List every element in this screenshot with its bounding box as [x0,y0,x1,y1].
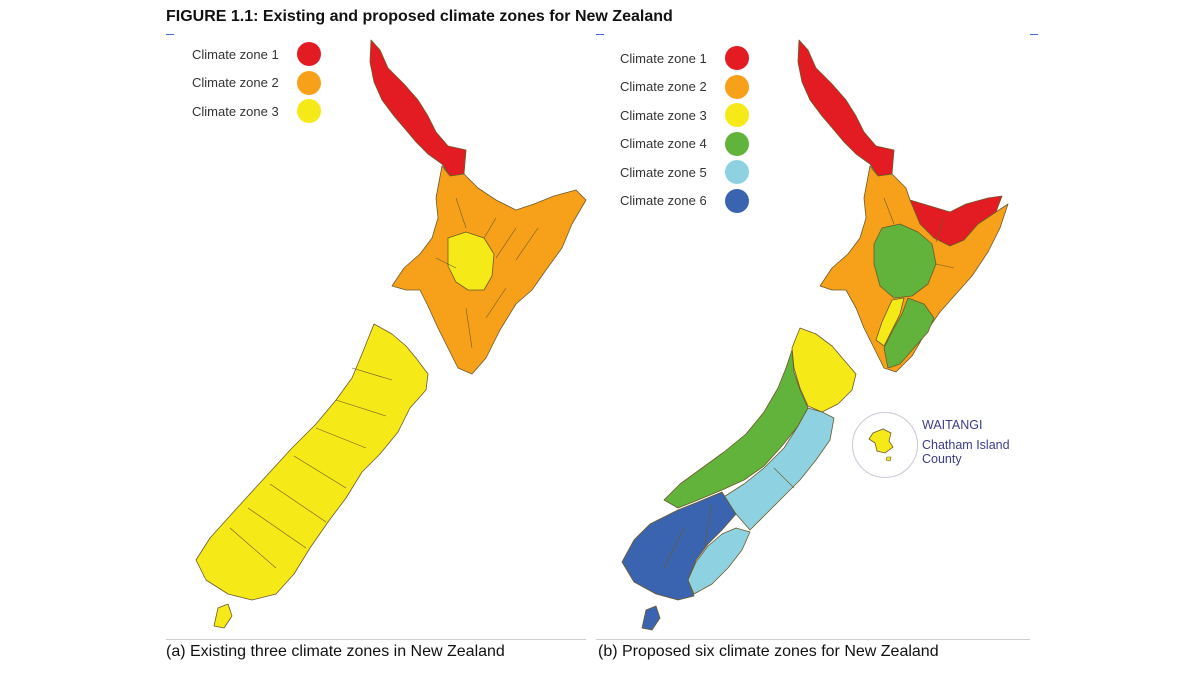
chatham-island-inset [852,412,918,478]
legend-item: Climate zone 3 [192,97,321,126]
region-canterbury-zone5 [721,407,835,531]
legend-item: Climate zone 4 [620,130,749,159]
legend-label: Climate zone 2 [192,75,279,91]
region-southland-otago-zone6 [621,491,737,601]
legend-label: Climate zone 1 [192,46,279,62]
zone-5-swatch [725,160,749,185]
caption-divider [166,639,586,640]
waitangi-label: WAITANGI [922,418,983,432]
map-panel-proposed: Climate zone 1 Climate zone 2 Climate zo… [594,28,1034,638]
legend-label: Climate zone 1 [620,50,707,66]
legend-label: Climate zone 3 [192,103,279,119]
zone-3-swatch [297,99,321,124]
legend-label: Climate zone 6 [620,193,707,209]
zone-2-swatch [725,74,749,99]
region-wellington-zone4 [883,297,935,369]
legend-item: Climate zone 1 [620,44,749,73]
caption-proposed: (b) Proposed six climate zones for New Z… [598,643,939,660]
nz-map-existing [195,39,587,629]
chatham-county-line1: Chatham Island [922,438,1010,452]
legend-item: Climate zone 5 [620,158,749,187]
legend-item: Climate zone 2 [620,73,749,102]
title-underline-mark [1030,34,1038,35]
region-stewart-island-zone3 [213,603,233,629]
caption-divider [596,639,1030,640]
region-manawatu-zone3 [875,297,905,347]
chatham-label: WAITANGI Chatham Island County [922,418,1010,466]
legend-proposed: Climate zone 1 Climate zone 2 Climate zo… [620,44,749,215]
zone-4-swatch [725,131,749,156]
figure-title: FIGURE 1.1: Existing and proposed climat… [166,8,673,25]
legend-item: Climate zone 6 [620,187,749,216]
legend-existing: Climate zone 1 Climate zone 2 Climate zo… [192,40,321,126]
legend-label: Climate zone 2 [620,79,707,95]
caption-existing: (a) Existing three climate zones in New … [166,643,505,660]
zone-2-swatch [297,70,321,95]
region-stewart-island-zone6 [641,605,661,631]
zone-1-swatch [725,46,749,71]
legend-item: Climate zone 3 [620,101,749,130]
region-central-plateau-zone3 [447,231,495,291]
region-northland-zone1 [797,39,895,177]
nz-map-proposed [621,39,1009,631]
chatham-island-map [868,428,894,462]
zone-6-swatch [725,188,749,213]
chatham-county-line2: County [922,452,962,466]
region-south-island-zone3 [195,323,429,601]
title-underline-mark [166,34,174,35]
region-northland-zone1 [369,39,467,177]
legend-item: Climate zone 2 [192,69,321,98]
region-central-north-zone4 [873,223,937,299]
map-panel-existing: Climate zone 1 Climate zone 2 Climate zo… [166,28,596,638]
zone-3-swatch [725,103,749,128]
legend-label: Climate zone 3 [620,107,707,123]
legend-label: Climate zone 5 [620,164,707,180]
zone-1-swatch [297,42,321,67]
title-underline-mark [596,34,604,35]
legend-item: Climate zone 1 [192,40,321,69]
legend-label: Climate zone 4 [620,136,707,152]
